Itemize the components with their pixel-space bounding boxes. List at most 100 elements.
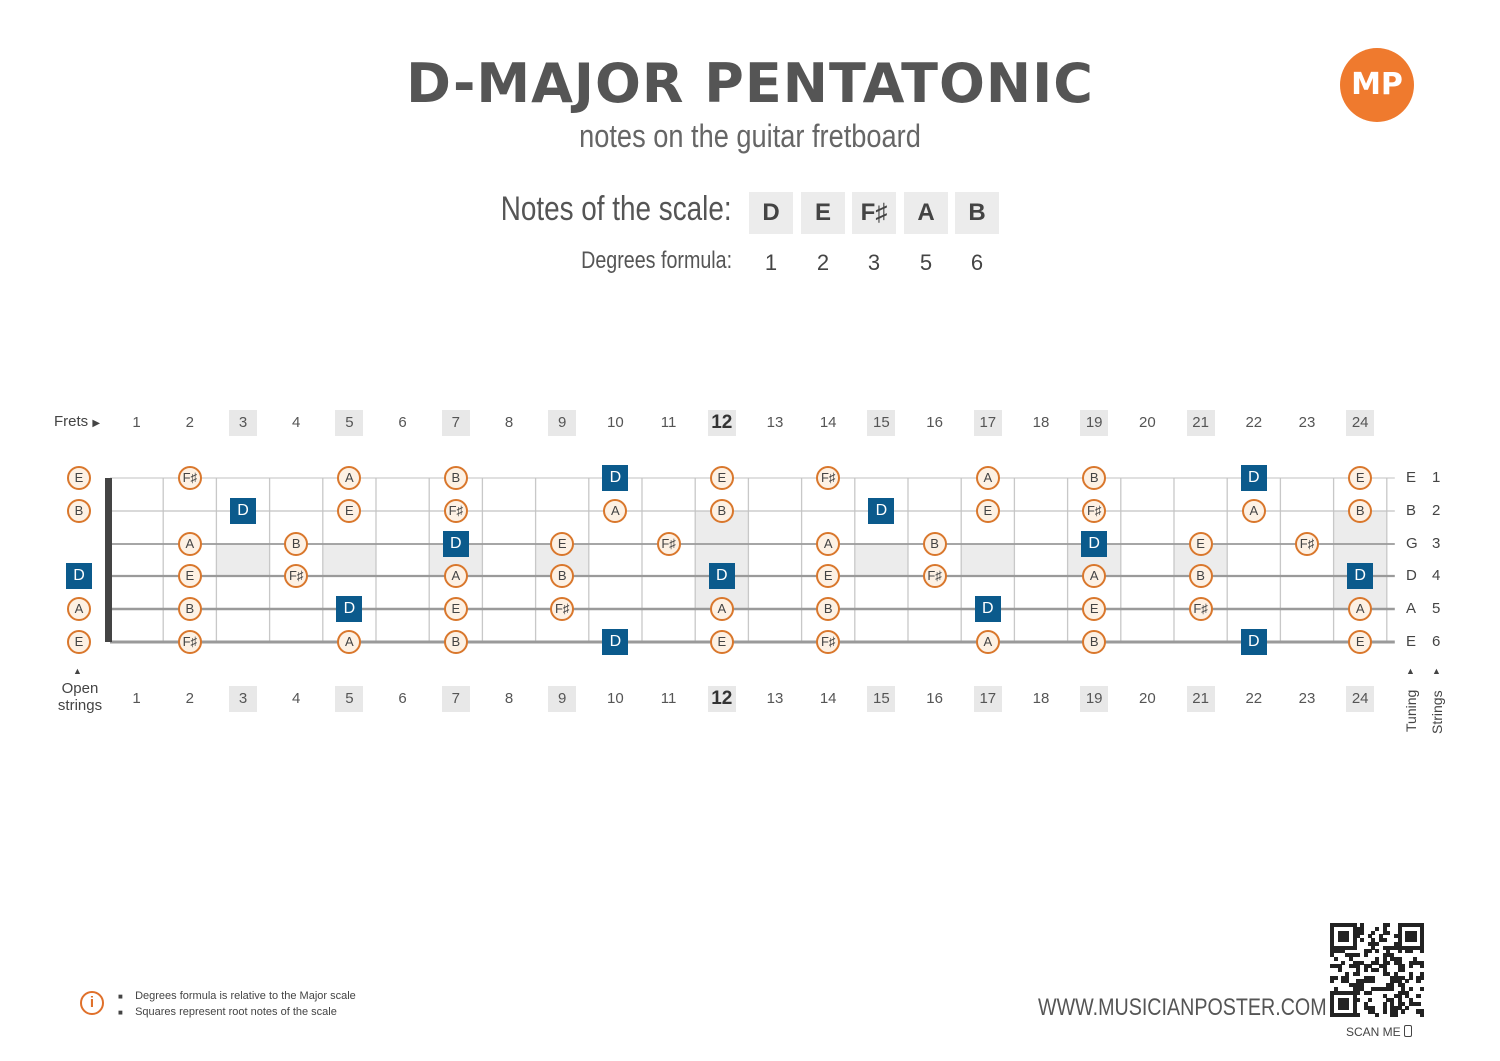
- fret-number-bottom: 5: [335, 686, 364, 712]
- scale-degree: 5: [919, 250, 933, 275]
- qr-module: [1397, 994, 1402, 999]
- qr-module: [1360, 986, 1365, 991]
- note-marker: B: [709, 499, 734, 523]
- qr-module: [1416, 923, 1421, 928]
- note-marker: F♯: [656, 532, 681, 556]
- root-note-marker: D: [602, 465, 629, 491]
- qr-module: [1420, 960, 1425, 965]
- fret-number-top: 6: [398, 414, 407, 431]
- note-marker: A: [67, 597, 91, 621]
- qr-module: [1401, 990, 1406, 995]
- qr-module: [1352, 941, 1357, 946]
- qr-module: [1371, 1005, 1376, 1010]
- qr-module: [1367, 934, 1372, 939]
- note-marker: E: [337, 499, 362, 523]
- qr-module: [1341, 998, 1346, 1003]
- fret-number-top: 17: [973, 410, 1002, 436]
- qr-module: [1337, 945, 1342, 950]
- qr-module: [1408, 923, 1413, 928]
- qr-module: [1405, 994, 1410, 999]
- note-marker: B: [922, 532, 947, 556]
- scale-degree: 3: [867, 250, 881, 275]
- qr-module: [1352, 960, 1357, 965]
- qr-module: [1390, 975, 1395, 980]
- tuning-note: A: [1406, 600, 1417, 617]
- note-marker: A: [975, 630, 1000, 654]
- qr-module: [1330, 998, 1335, 1003]
- phone-icon: [1404, 1025, 1413, 1037]
- qr-module: [1345, 990, 1350, 995]
- qr-module: [1360, 926, 1365, 931]
- qr-module: [1371, 945, 1376, 950]
- qr-module: [1420, 930, 1425, 935]
- qr-module: [1401, 945, 1406, 950]
- qr-module: [1382, 1005, 1387, 1010]
- fret-inlay: [854, 544, 908, 576]
- tuning-note: D: [1406, 567, 1417, 584]
- note-marker: A: [709, 597, 734, 621]
- qr-module: [1375, 960, 1380, 965]
- qr-module: [1397, 930, 1402, 935]
- qr-module: [1371, 1009, 1376, 1014]
- fret-number-bottom: 19: [1080, 686, 1109, 712]
- fret-inlay: [961, 544, 1015, 576]
- qr-module: [1397, 926, 1402, 931]
- qr-module: [1330, 953, 1335, 958]
- qr-module: [1341, 1013, 1346, 1018]
- qr-module: [1371, 968, 1376, 973]
- qr-module: [1401, 964, 1406, 969]
- root-note-marker: D: [974, 596, 1001, 622]
- tuning-note: E: [1406, 633, 1417, 650]
- qr-module: [1405, 930, 1410, 935]
- qr-module: [1390, 1005, 1395, 1010]
- string-number: 4: [1432, 567, 1441, 584]
- qr-module: [1401, 983, 1406, 988]
- note-marker: A: [603, 499, 628, 523]
- note-marker: E: [443, 597, 468, 621]
- fret-number-bottom: 15: [867, 686, 896, 712]
- qr-module: [1397, 1005, 1402, 1010]
- note-marker: E: [177, 564, 202, 588]
- qr-module: [1408, 930, 1413, 935]
- qr-module: [1352, 1005, 1357, 1010]
- qr-module: [1352, 1013, 1357, 1018]
- note-marker: F♯: [1188, 597, 1213, 621]
- qr-module: [1420, 971, 1425, 976]
- qr-module: [1386, 953, 1391, 958]
- root-note-marker: D: [336, 596, 363, 622]
- fret-number-top: 16: [926, 414, 943, 431]
- qr-module: [1352, 923, 1357, 928]
- qr-module: [1382, 926, 1387, 931]
- qr-module: [1356, 930, 1361, 935]
- fret-number-bottom: 22: [1245, 690, 1263, 707]
- qr-module: [1375, 968, 1380, 973]
- page-title: D-MAJOR PENTATONIC: [406, 52, 1094, 115]
- note-marker: A: [337, 630, 362, 654]
- qr-module: [1345, 998, 1350, 1003]
- root-note-marker: D: [1240, 465, 1267, 491]
- fret-number-bottom: 20: [1139, 690, 1156, 707]
- website-link[interactable]: WWW.MUSICIANPOSTER.COM: [1038, 994, 1327, 1021]
- musicianposter-logo[interactable]: MP: [1340, 48, 1414, 122]
- qr-module: [1401, 986, 1406, 991]
- qr-module: [1386, 945, 1391, 950]
- root-note-marker: D: [442, 531, 469, 557]
- qr-module: [1348, 953, 1353, 958]
- qr-module: [1397, 956, 1402, 961]
- qr-module: [1330, 964, 1335, 969]
- qr-module: [1333, 956, 1338, 961]
- fret-number-top: 24: [1346, 410, 1375, 436]
- footnote-1: ■ Degrees formula is relative to the Maj…: [118, 990, 356, 1002]
- fret-number-bottom: 11: [660, 690, 677, 707]
- fret-number-bottom: 8: [504, 690, 514, 707]
- qr-module: [1352, 934, 1357, 939]
- qr-module: [1408, 971, 1413, 976]
- string-number: 6: [1432, 633, 1441, 650]
- fret-number-top: 11: [660, 414, 677, 431]
- qr-module: [1405, 979, 1410, 984]
- qr-code[interactable]: [1330, 923, 1425, 1018]
- qr-module: [1416, 960, 1421, 965]
- note-marker: E: [1348, 630, 1373, 654]
- qr-module: [1337, 1013, 1342, 1018]
- play-arrow-icon: ▶: [92, 418, 101, 429]
